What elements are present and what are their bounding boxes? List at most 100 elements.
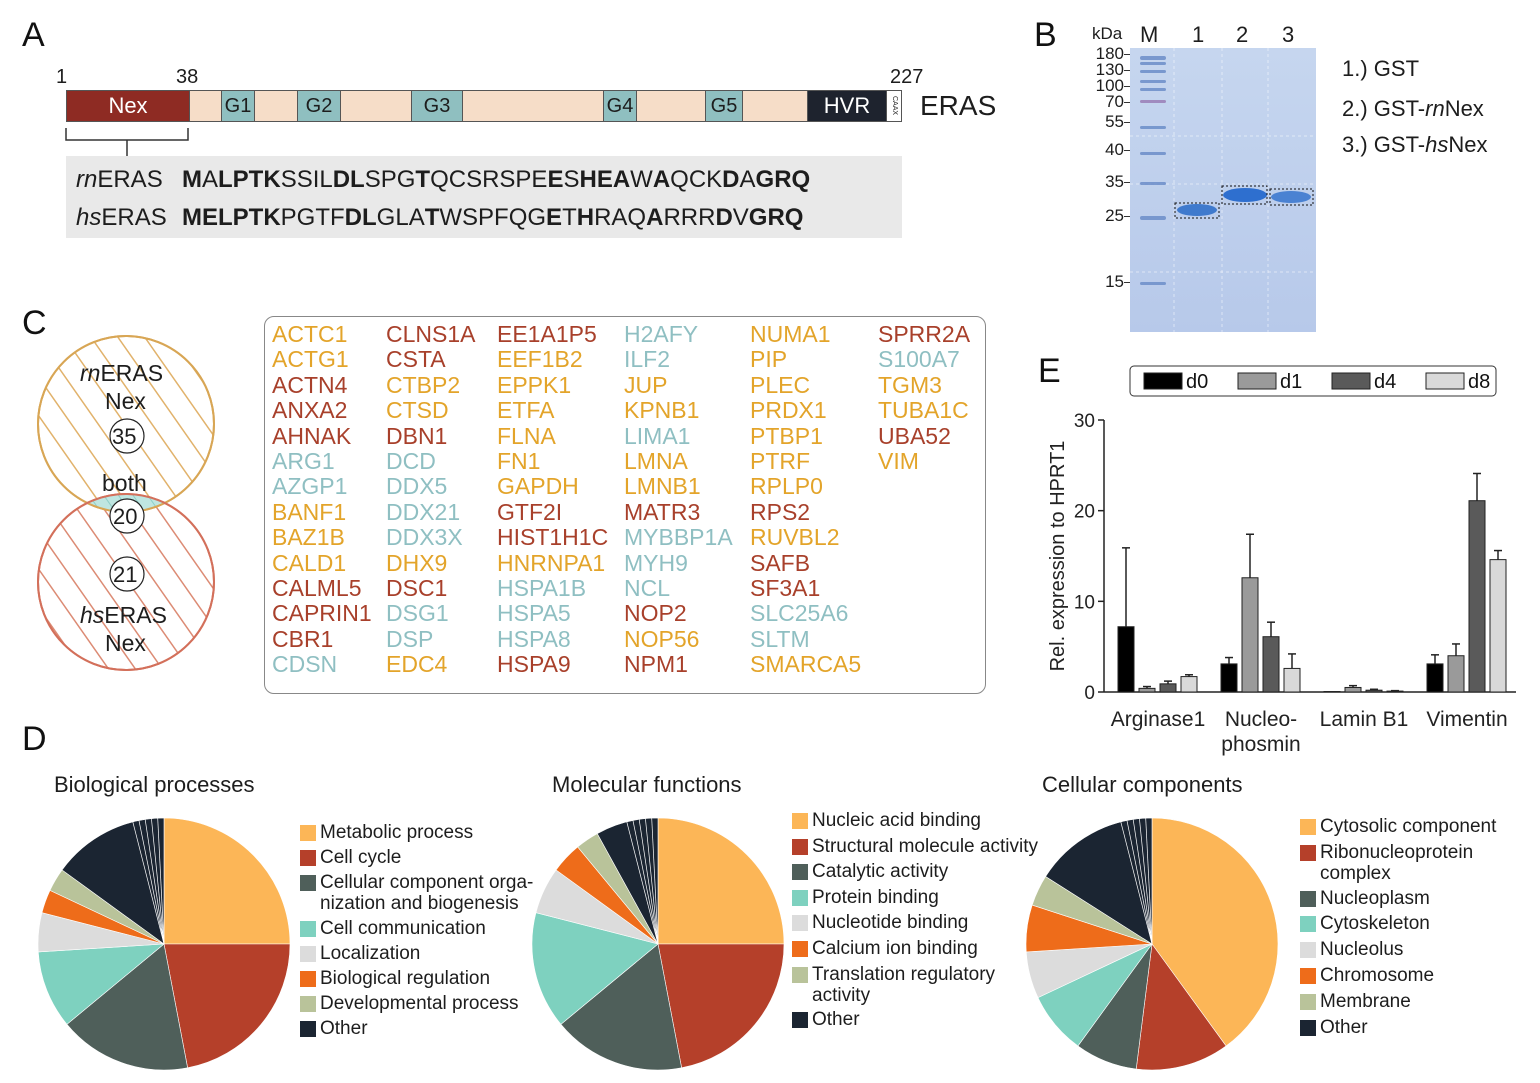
pie-other-divider [138, 820, 165, 945]
position-end: 227 [890, 66, 924, 88]
hs-sequence-segment: WSPFQG [439, 204, 547, 231]
legend-swatch [792, 915, 808, 932]
gene-flna: FLNA [497, 422, 556, 449]
pie-other-divider [1145, 818, 1153, 945]
venn-both-count: 20 [113, 504, 138, 529]
gene-csta: CSTA [386, 346, 446, 373]
gene-rplp0: RPLP0 [750, 473, 823, 500]
eras-domain-bar [66, 90, 902, 122]
marker-tick [1124, 70, 1130, 71]
g4-domain: G4 [603, 90, 637, 122]
gene-actn4: ACTN4 [272, 371, 348, 398]
gene-actg1: ACTG1 [272, 346, 349, 373]
legend-label-d4: d4 [1374, 371, 1396, 393]
bar-d1 [1344, 686, 1362, 693]
marker-label-25: 25 [1105, 206, 1124, 225]
gene-calml5: CALML5 [272, 575, 362, 602]
position-38: 38 [176, 66, 199, 88]
gene-jup: JUP [624, 371, 668, 398]
legend-label-d0: d0 [1186, 371, 1208, 393]
gene-myh9: MYH9 [624, 549, 688, 576]
g1-domain: G1 [221, 90, 255, 122]
pie-cellular-components [1025, 817, 1279, 1071]
gene-dcd: DCD [386, 448, 436, 475]
gene-arg1: ARG1 [272, 448, 335, 475]
gene-plec: PLEC [750, 371, 811, 398]
legend-swatch [792, 838, 808, 855]
bar-d4 [1159, 683, 1177, 693]
gene-ddx5: DDX5 [386, 473, 448, 500]
legend-swatch [1300, 942, 1316, 959]
y-tick-label-20: 20 [1074, 502, 1095, 523]
legend-label: Other [1320, 1016, 1368, 1038]
gene-tuba1c: TUBA1C [878, 397, 969, 424]
position-start: 1 [56, 66, 68, 88]
bar-d1 [1241, 577, 1259, 693]
gene-anxa2: ANXA2 [272, 397, 348, 424]
legend-swatch [1300, 1019, 1316, 1036]
bar-d0 [1117, 626, 1135, 693]
gene-h2afy: H2AFY [624, 321, 699, 347]
bar-d4 [1262, 636, 1280, 693]
gene-mybbp1a: MYBBP1A [624, 524, 733, 551]
legend-swatch [300, 945, 316, 962]
rn-sequence-segment: D [722, 166, 740, 193]
lane-1-label: 1 [1192, 22, 1205, 47]
gene-etfa: ETFA [497, 397, 555, 424]
x-tick-label: Arginase1 [1111, 708, 1206, 731]
hs-sequence: MELPTKPGTFDLGLATWSPFQGETHRAQARRRDVGRQ [182, 204, 803, 232]
legend-label: Biological regulation [320, 968, 491, 989]
gene-slc25a6: SLC25A6 [750, 600, 849, 627]
caax-motif: CAAX [886, 90, 902, 122]
gene-column: ACTC1 ACTG1 ACTN4 ANXA2 AHNAK ARG1 AZGP1 BANF1 B… [272, 321, 372, 678]
hs-sequence-segment: T [562, 204, 577, 231]
y-axis-label: Rel. expression to HPRT1 [1047, 441, 1069, 672]
legend-label: Nucleotide binding [812, 912, 969, 934]
protein-bands [1177, 188, 1311, 216]
legend-label: Cytosolic component [1320, 816, 1497, 837]
gene-column: CLNS1A CSTA CTBP2 CTSD DBN1 DCD DDX5 DDX21 DDX3X… [386, 321, 475, 678]
gene-lmna: LMNA [624, 448, 688, 475]
pie-other-divider [1132, 819, 1153, 945]
marker-label-35: 35 [1105, 172, 1124, 191]
pie-other-divider [144, 819, 165, 945]
marker-label-100: 100 [1095, 76, 1124, 95]
pie-slice [531, 912, 659, 1025]
legend-label: Structural molecule activity [812, 835, 1038, 857]
gene-column: NUMA1 PIP PLEC PRDX1 PTBP1 PTRF RPLP0 RPS2 RUVBL… [750, 321, 861, 678]
legend-swatch [792, 864, 808, 881]
gene-numa1: NUMA1 [750, 321, 831, 347]
x-tick-label: Nucleo- [1225, 708, 1297, 731]
rn-sequence-segment: A [652, 166, 671, 193]
pie-slice [560, 943, 682, 1071]
legend-frame [1129, 365, 1497, 397]
legend-swatch-d8 [1425, 372, 1465, 390]
hvr-domain: HVR [807, 90, 887, 122]
bar-d4 [1365, 689, 1383, 693]
pie-biological-processes [37, 817, 291, 1071]
gene-lmnb1: LMNB1 [624, 473, 701, 500]
rn-sequence-segment: SPG [364, 166, 416, 193]
marker-label-55: 55 [1105, 112, 1124, 131]
pie-slice [163, 817, 291, 945]
gene-cald1: CALD1 [272, 549, 347, 576]
gene-hspa5: HSPA5 [497, 600, 571, 627]
gene-fn1: FN1 [497, 448, 541, 475]
marker-label-70: 70 [1105, 92, 1124, 111]
legend-label: Cell communication [320, 917, 486, 939]
marker-label-15: 15 [1105, 272, 1124, 291]
gene-sprr2a: SPRR2A [878, 321, 971, 347]
lane-2-label: 2 [1236, 22, 1249, 47]
gene-azgp1: AZGP1 [272, 473, 348, 500]
panel-label-d: D [22, 720, 47, 758]
gel-legend-gst: 1.) GST [1342, 56, 1420, 81]
pie-other-divider [157, 818, 165, 945]
pie-other-divider [1139, 818, 1153, 945]
lane-m-label: M [1140, 22, 1159, 47]
venn-diagram [37, 335, 215, 671]
gene-ee1a1p5: EE1A1P5 [497, 321, 597, 347]
legend-label: Cell cycle [320, 847, 402, 869]
legend-label-d1: d1 [1280, 371, 1302, 393]
bar-d8 [1283, 667, 1301, 693]
gel-image [1130, 48, 1316, 332]
